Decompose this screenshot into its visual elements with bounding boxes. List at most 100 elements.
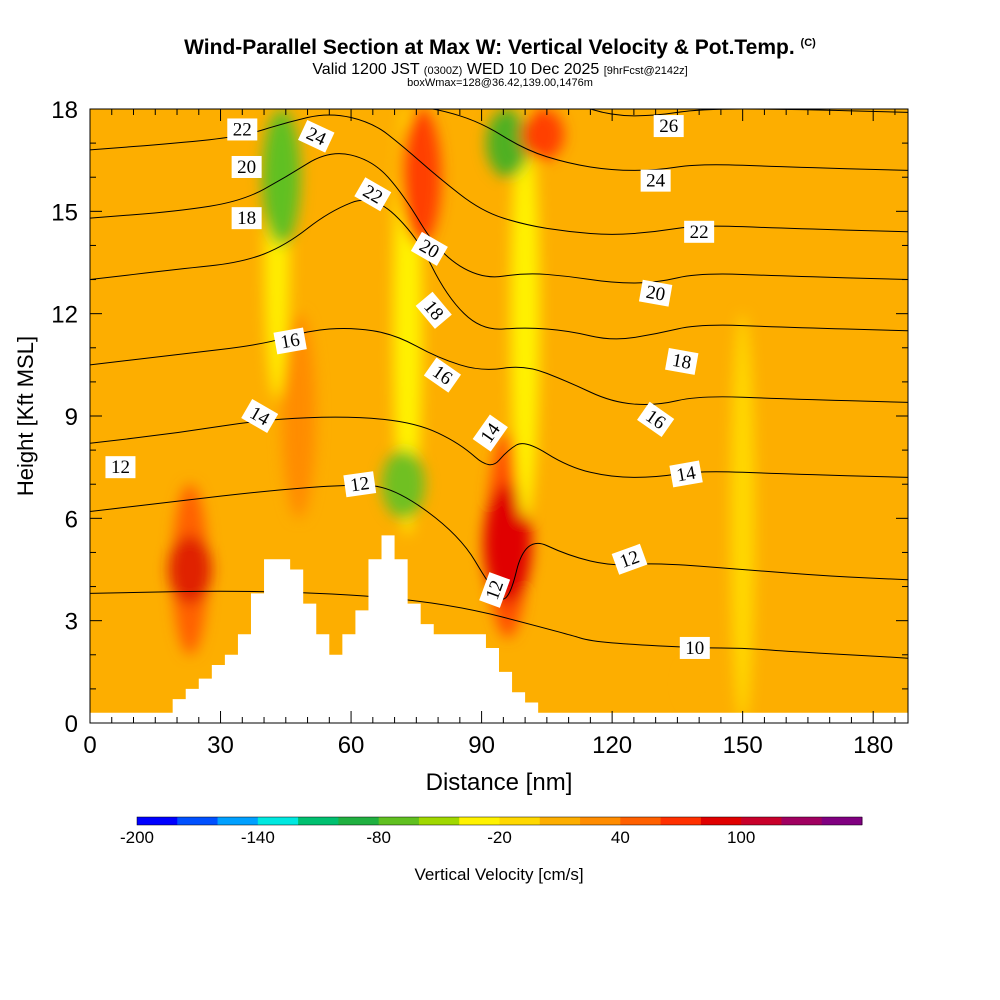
copyright-mark: (C) [800,37,816,49]
contour-label: 22 [227,118,258,141]
colorbar-label: Vertical Velocity [cm/s] [414,865,583,884]
contour-label: 12 [105,456,136,479]
chart-title-text: Wind-Parallel Section at Max W: Vertical… [184,36,795,59]
colorbar-tick-label: 100 [727,828,755,847]
contour-label-box [415,291,452,329]
contour-label: 26 [653,115,684,138]
x-tick-label: 0 [83,732,96,759]
y-tick-label: 0 [65,711,78,738]
velocity-feature [400,109,442,246]
contour-label: 18 [231,207,262,230]
colorbar-tick-label: -140 [241,828,275,847]
velocity-feature [483,484,532,604]
terrain-profile [90,535,908,723]
contour-label-box [611,543,648,575]
velocity-feature [168,535,212,604]
contour-label-box [637,401,675,438]
velocity-feature [510,109,540,519]
colorbar-swatch [257,817,299,825]
y-tick-label: 3 [65,609,78,636]
contour-label: 20 [638,279,673,307]
colorbar-swatch [217,817,259,825]
y-axis-label: Height [Kft MSL] [13,336,38,496]
colorbar-swatch [821,817,863,825]
colorbar-swatch [378,817,420,825]
contour-label-box [669,460,703,488]
contour-label-text: 24 [646,171,666,192]
velocity-feature [683,661,715,706]
contour-label-text: 12 [111,457,130,478]
colorbar-swatch [298,817,339,825]
contour-label-box [472,414,508,452]
x-axis: 0 30 60 90 120 150 180 [83,109,896,759]
x-axis-label: Distance [nm] [426,769,573,796]
colorbar-tick-label: 40 [611,828,630,847]
theta-contour-18 [90,199,908,340]
theta-contour-16 [90,327,908,405]
colorbar-tick-label: -20 [487,828,512,847]
contour-label-box [231,155,262,178]
colorbar-swatch [700,817,742,825]
plot-area: 1012121212141414161616181818202020222222… [90,109,908,723]
contour-label-box [273,327,307,355]
contour-label-box [640,169,671,192]
contour-label: 12 [343,471,377,498]
x-tick-label: 30 [207,732,234,759]
colorbar-swatch [741,817,782,825]
valid-time: Valid 1200 JST [312,61,420,78]
contour-label-box [665,347,699,375]
forecast-tag: [9hrFcst@2142z] [603,65,688,77]
colorbar-swatch [781,817,823,825]
colorbar-swatch [137,817,178,825]
contour-label-box [298,119,335,153]
colorbar-tick-label: -200 [120,828,154,847]
x-tick-label: 150 [723,732,763,759]
valid-utc: (0300Z) [423,65,463,77]
y-tick-label: 12 [51,302,78,329]
contour-label-text: 22 [690,222,709,243]
contour-label-box [679,636,710,659]
colorbar-swatch [539,817,581,825]
velocity-background [90,109,908,723]
y-tick-label: 15 [51,199,78,226]
x-tick-label: 90 [468,732,495,759]
contour-label-box [105,456,136,479]
contour-label: 24 [640,169,671,192]
contour-label-box [410,231,448,266]
contour-label: 10 [679,636,710,659]
contour-label-text: 18 [237,208,256,229]
box-info: boxWmax=128@36.42,139.00,1476m [407,77,593,89]
contour-label-box [684,220,715,243]
theta-contour-20 [90,153,908,284]
x-tick-label: 180 [853,732,893,759]
contour-label-text: 22 [233,119,252,140]
contour-label-box [227,118,258,141]
colorbar-swatch [418,817,460,825]
velocity-feature [486,109,530,178]
valid-date: WED 10 Dec 2025 [466,61,600,78]
y-axis: 0 3 6 9 12 15 18 [51,97,908,738]
colorbar-swatch [177,817,219,825]
contour-label-text: 20 [237,157,256,178]
x-tick-label: 120 [592,732,632,759]
colorbar-swatch [620,817,662,825]
contour-label: 16 [273,327,307,355]
contour-label-text: 10 [685,638,704,659]
contour-label-text: 12 [349,473,371,496]
contour-label-box [479,572,511,608]
contour-label-text: 26 [659,116,678,137]
colorbar-swatch [580,817,621,825]
chart-subtitle: Valid 1200 JST (0300Z) WED 10 Dec 2025 [… [0,61,1000,79]
contour-label-box [241,398,279,434]
y-tick-label: 6 [65,506,78,533]
theta-contour-24 [429,109,908,171]
contour-label: 18 [665,347,699,375]
contour-label: 22 [684,220,715,243]
colorbar-swatch [660,817,702,825]
contour-label-box [343,471,377,498]
colorbar-frame [136,816,863,826]
velocity-feature [282,313,316,519]
contour-label: 14 [669,460,703,488]
colorbar-tick-label: -80 [366,828,391,847]
